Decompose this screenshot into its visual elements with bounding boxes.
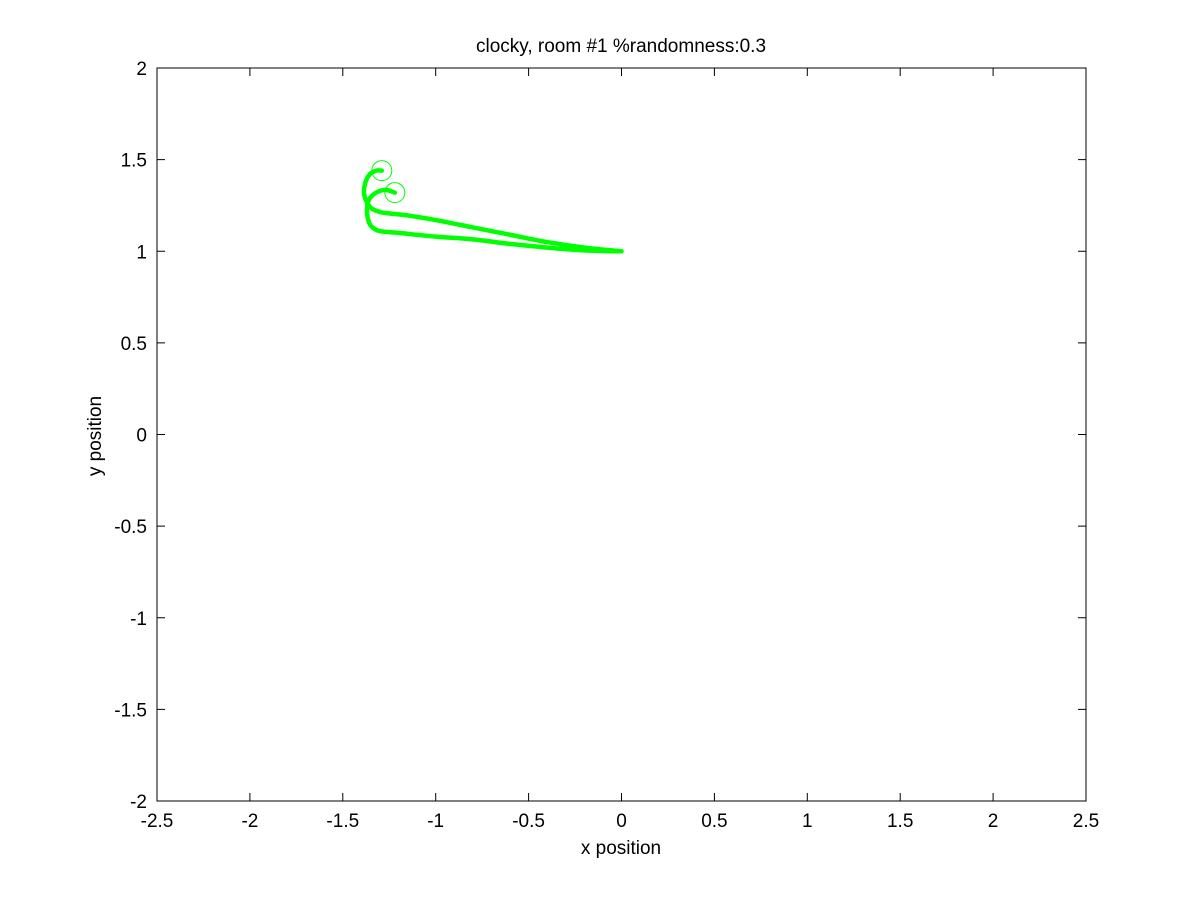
x-tick-label: 1.5 <box>887 811 913 832</box>
x-tick-label: 0.5 <box>701 811 727 832</box>
x-tick-label: 0 <box>616 811 627 832</box>
x-tick-label: -1 <box>427 811 444 832</box>
x-ticks: -2.5 -2 -1.5 -1 -0.5 0 0.5 1 1.5 2 2.5 <box>141 68 1099 832</box>
y-tick-label: -1 <box>130 609 147 630</box>
x-axis-label: x position <box>581 838 661 859</box>
trajectory-line-2 <box>361 168 624 254</box>
y-tick-label: 0.5 <box>121 334 147 355</box>
y-tick-label: -0.5 <box>114 517 147 538</box>
y-tick-label: 2 <box>136 59 147 80</box>
plot-area <box>156 67 1087 802</box>
chart-title: clocky, room #1 %randomness:0.3 <box>476 36 766 57</box>
x-tick-label: -2 <box>241 811 258 832</box>
y-tick-label: 1 <box>136 242 147 263</box>
trajectory-end-marker-1 <box>384 182 406 204</box>
x-tick-label: -2.5 <box>141 811 174 832</box>
x-tick-label: 2 <box>988 811 999 832</box>
trajectory-end-marker-2 <box>371 160 393 182</box>
y-tick-label: -1.5 <box>114 700 147 721</box>
trajectory-line-1 <box>364 187 624 254</box>
series-group <box>361 160 624 254</box>
y-axis-label: y position <box>85 396 106 476</box>
x-tick-label: 2.5 <box>1073 811 1099 832</box>
y-tick-label: 0 <box>136 426 147 447</box>
x-tick-label: 1 <box>802 811 813 832</box>
x-tick-label: -0.5 <box>512 811 545 832</box>
y-tick-label: 1.5 <box>121 151 147 172</box>
y-tick-label: -2 <box>130 792 147 813</box>
y-ticks: -2 -1.5 -1 -0.5 0 0.5 1 1.5 2 <box>114 59 1086 813</box>
x-tick-label: -1.5 <box>326 811 359 832</box>
